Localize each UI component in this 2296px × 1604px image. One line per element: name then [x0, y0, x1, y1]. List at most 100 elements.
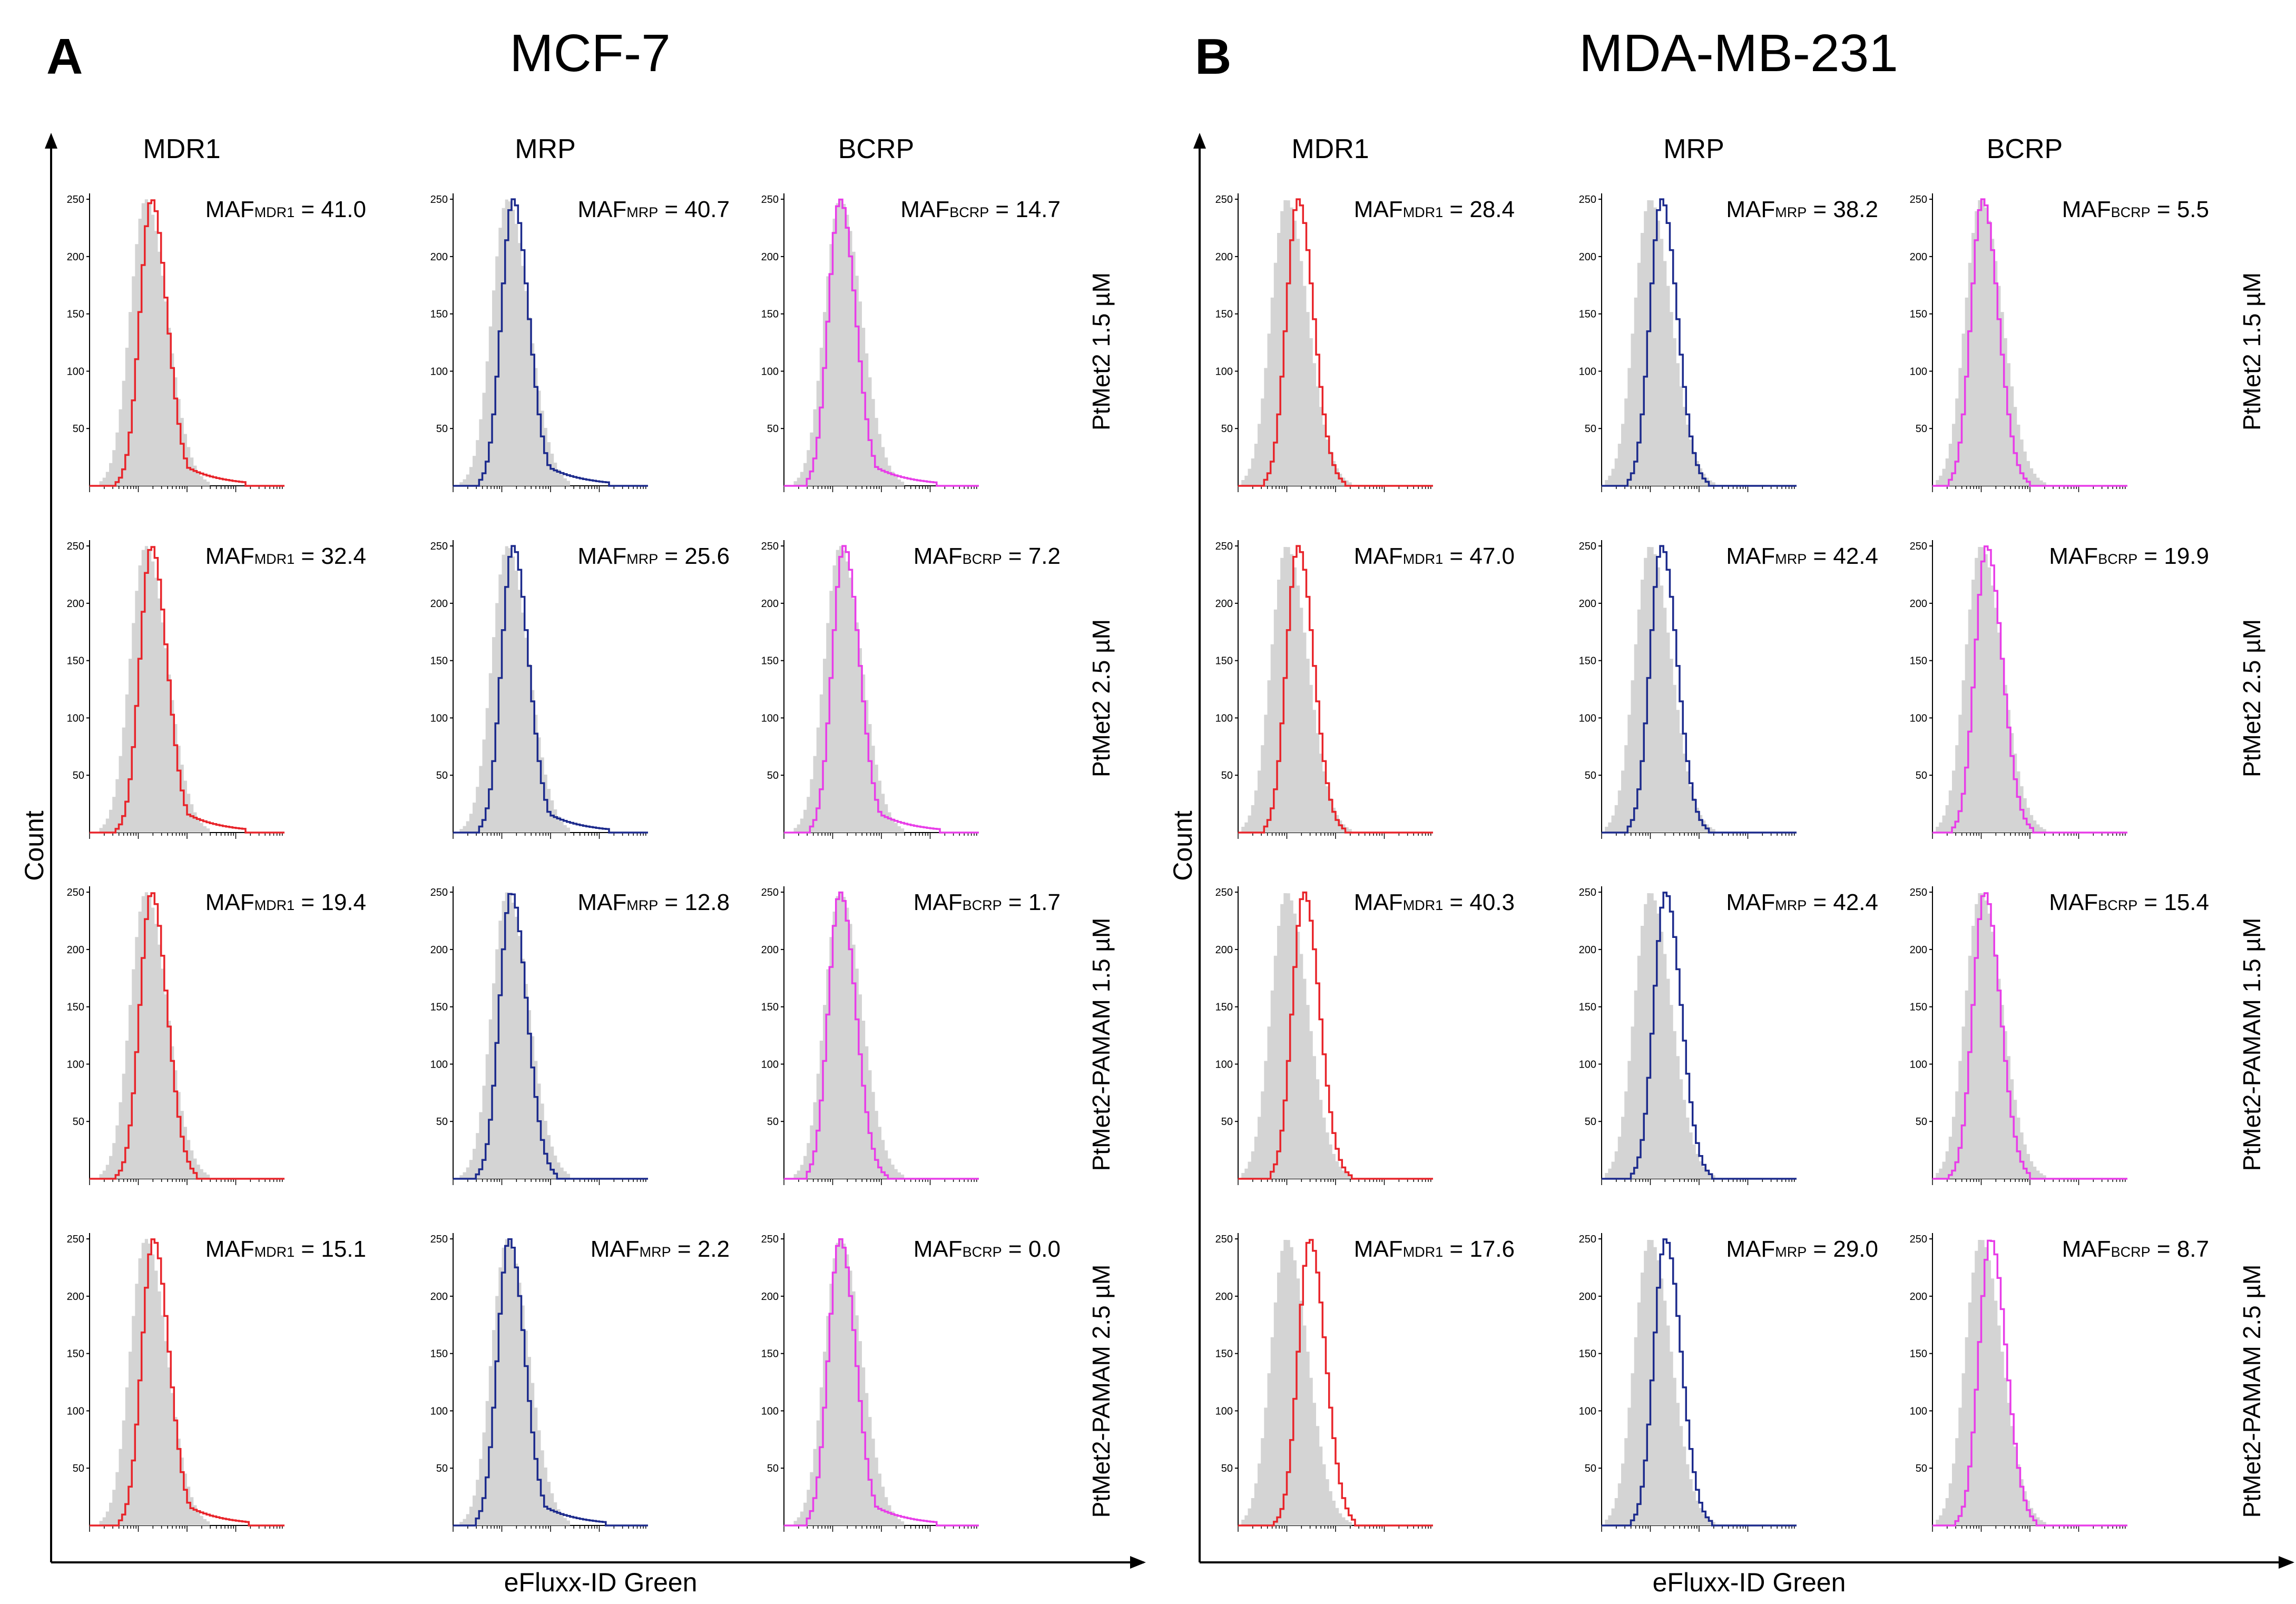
test-histogram — [453, 1238, 648, 1527]
y-tick-label: 100 — [430, 1405, 448, 1417]
y-tick-label: 150 — [1579, 656, 1596, 667]
histogram-bcrp-row-3: 50 100 150 200 250 MAFBCRP = 1.7 — [761, 886, 1061, 1185]
maf-prefix: MAF — [914, 889, 963, 915]
y-tick-label: 100 — [1910, 712, 1927, 724]
control-histogram — [90, 546, 284, 833]
y-tick-label: 150 — [761, 656, 779, 667]
control-histogram — [1932, 1240, 2127, 1525]
maf-subscript: BCRP — [2098, 551, 2137, 567]
panel-letter: B — [1195, 28, 1231, 85]
maf-label: MAFBCRP = 19.9 — [2049, 543, 2209, 569]
maf-subscript: MDR1 — [1403, 1244, 1444, 1260]
maf-value: 38.2 — [1833, 197, 1878, 222]
maf-eq: = — [1807, 197, 1833, 222]
y-tick-label: 50 — [436, 423, 448, 435]
control-histogram — [453, 892, 648, 1179]
test-histogram — [453, 198, 648, 487]
histogram-mdr1-row-1: 50 100 150 200 250 MAFMDR1 = 41.0 — [67, 193, 366, 492]
row-label: PtMet2-PAMAM 1.5 µM — [2238, 918, 2265, 1171]
histogram-mdr1-row-2: 50 100 150 200 250 MAFMDR1 = 32.4 — [67, 540, 366, 839]
y-tick-label: 150 — [1215, 1002, 1233, 1013]
test-histogram — [1602, 198, 1797, 487]
maf-label: MAFMDR1 = 17.6 — [1354, 1236, 1515, 1262]
column-header-mrp: MRP — [1663, 134, 1724, 164]
control-histogram — [453, 546, 648, 833]
maf-subscript: BCRP — [2111, 204, 2151, 220]
row-label: PtMet2 2.5 µM — [1087, 619, 1115, 777]
maf-subscript: BCRP — [963, 1244, 1002, 1260]
y-tick-label: 250 — [1579, 1234, 1596, 1245]
test-histogram — [90, 199, 284, 487]
maf-prefix: MAF — [2062, 1236, 2111, 1262]
maf-value: 42.4 — [1833, 543, 1878, 569]
control-histogram — [1602, 547, 1797, 833]
maf-eq: = — [1443, 543, 1469, 569]
maf-prefix: MAF — [914, 1236, 963, 1262]
maf-label: MAFBCRP = 8.7 — [2062, 1236, 2209, 1262]
y-tick-label: 200 — [1910, 251, 1927, 263]
y-tick-label: 100 — [67, 366, 84, 377]
y-tick-label: 100 — [1215, 1059, 1233, 1070]
column-header-bcrp: BCRP — [1987, 134, 2063, 164]
y-tick-label: 250 — [67, 541, 84, 552]
panel-title: MDA-MB-231 — [1579, 24, 1898, 83]
y-tick-label: 100 — [430, 366, 448, 377]
y-tick-label: 100 — [1215, 1405, 1233, 1417]
maf-value: 15.1 — [321, 1236, 366, 1262]
y-axis-label: Count — [1168, 810, 1198, 881]
maf-label: MAFMRP = 12.8 — [577, 889, 730, 915]
maf-value: 14.7 — [1015, 197, 1061, 222]
maf-prefix: MAF — [1726, 1236, 1775, 1262]
maf-prefix: MAF — [205, 197, 254, 222]
y-tick-label: 50 — [1916, 1116, 1927, 1128]
maf-subscript: MRP — [1775, 204, 1807, 220]
maf-value: 2.2 — [698, 1236, 730, 1262]
y-tick-label: 200 — [430, 944, 448, 956]
y-tick-label: 150 — [430, 1348, 448, 1360]
y-tick-label: 150 — [1579, 1002, 1596, 1013]
test-histogram — [453, 893, 648, 1180]
y-tick-label: 50 — [436, 1463, 448, 1474]
y-axis-arrow — [1193, 133, 1206, 149]
maf-prefix: MAF — [1726, 197, 1775, 222]
panel-title: MCF-7 — [509, 24, 671, 83]
maf-value: 8.7 — [2177, 1236, 2209, 1262]
maf-label: MAFMDR1 = 19.4 — [205, 889, 366, 915]
maf-prefix: MAF — [591, 1236, 640, 1262]
y-tick-label: 150 — [67, 656, 84, 667]
y-tick-label: 50 — [1585, 1116, 1596, 1128]
maf-value: 5.5 — [2177, 197, 2209, 222]
row-label: PtMet2 2.5 µM — [2238, 619, 2265, 777]
y-tick-label: 50 — [767, 423, 779, 435]
maf-prefix: MAF — [914, 543, 963, 569]
maf-eq: = — [1002, 889, 1028, 915]
test-histogram — [1602, 1238, 1797, 1527]
y-tick-label: 100 — [67, 1405, 84, 1417]
y-tick-label: 100 — [1215, 712, 1233, 724]
y-tick-label: 200 — [67, 944, 84, 956]
maf-prefix: MAF — [2049, 889, 2098, 915]
y-tick-label: 50 — [1585, 423, 1596, 435]
test-histogram — [90, 546, 284, 834]
maf-subscript: MDR1 — [254, 204, 295, 220]
maf-label: MAFMRP = 25.6 — [577, 543, 730, 569]
maf-subscript: MDR1 — [1403, 204, 1444, 220]
maf-label: MAFMRP = 2.2 — [591, 1236, 730, 1262]
maf-prefix: MAF — [577, 197, 626, 222]
y-tick-label: 100 — [1579, 1059, 1596, 1070]
maf-value: 19.9 — [2164, 543, 2209, 569]
control-histogram — [453, 1239, 648, 1525]
y-tick-label: 50 — [73, 1463, 84, 1474]
x-axis-label: eFluxx-ID Green — [504, 1568, 698, 1597]
y-tick-label: 50 — [1916, 1463, 1927, 1474]
y-tick-label: 100 — [1910, 1059, 1927, 1070]
column-header-mdr1: MDR1 — [1291, 134, 1369, 164]
y-axis-arrow — [45, 133, 57, 149]
y-tick-label: 100 — [1910, 366, 1927, 377]
column-header-bcrp: BCRP — [838, 134, 914, 164]
histogram-bcrp-row-4: 50 100 150 200 250 MAFBCRP = 8.7 — [1910, 1233, 2209, 1532]
control-histogram — [1602, 200, 1797, 486]
maf-eq: = — [1002, 1236, 1028, 1262]
histogram-mrp-row-1: 50 100 150 200 250 MAFMRP = 40.7 — [430, 193, 730, 492]
control-histogram — [1238, 893, 1433, 1179]
